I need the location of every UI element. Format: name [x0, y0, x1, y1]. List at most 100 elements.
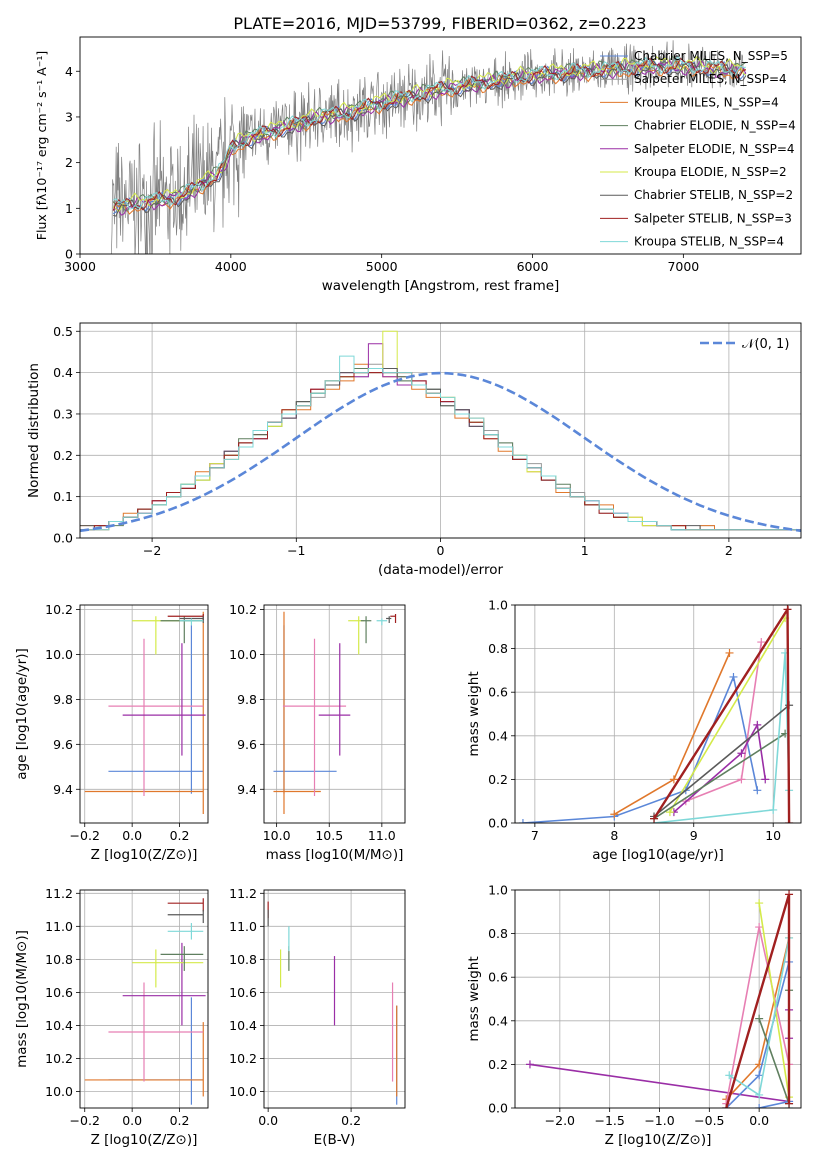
- plot-area: [84, 611, 206, 815]
- legend-label: Chabrier MILES, N_SSP=5: [634, 49, 788, 63]
- x-tick-label: 7: [531, 828, 539, 843]
- legend-label: Salpeter MILES, N_SSP=4: [634, 72, 787, 86]
- marker-salpeter_stelib: [785, 1099, 794, 1108]
- x-tick-label: −0.5: [694, 1113, 724, 1128]
- mass-weight-line-chabrier_stelib: [653, 704, 790, 818]
- y-tick-label: 10.0: [229, 647, 257, 662]
- marker-kroupa_elodie: [755, 899, 764, 908]
- x-tick-label: 0.0: [122, 1113, 142, 1128]
- x-tick-label: 0.0: [258, 1113, 278, 1128]
- y-tick-label: 1.0: [488, 883, 508, 898]
- y-tick-label: 10.0: [45, 647, 73, 662]
- x-tick-label: 0: [437, 543, 445, 558]
- model-line-chabrier_elodie: [112, 55, 747, 212]
- y-tick-label: 11.2: [45, 886, 73, 901]
- y-tick-label: 0.0: [53, 531, 73, 546]
- axes-frame: [263, 604, 406, 824]
- x-tick-label: 9: [690, 828, 698, 843]
- axes-frame: [79, 889, 209, 1109]
- axes-frame: [263, 889, 406, 1109]
- marker-salpeter_elodie: [761, 775, 770, 784]
- y-tick-label: 9.4: [53, 782, 73, 797]
- y-axis-label: mass weight: [466, 671, 482, 756]
- normal-curve: [80, 371, 801, 533]
- y-tick-label: 9.4: [237, 782, 257, 797]
- marker-extra_pink: [737, 775, 746, 784]
- x-tick-label: 8: [610, 828, 618, 843]
- mass-weight-line-kroupa_elodie: [669, 617, 786, 813]
- marker-salpeter_stelib: [650, 814, 659, 823]
- x-tick-label: −1: [287, 543, 305, 558]
- x-tick-label: 10.5: [315, 828, 343, 843]
- plot-area: [267, 901, 398, 1105]
- legend-label: Kroupa STELIB, N_SSP=4: [634, 235, 784, 249]
- marker-chabrier_miles: [755, 1104, 764, 1108]
- marker-salpeter_stelib: [785, 819, 794, 823]
- y-tick-label: 2: [65, 155, 73, 170]
- y-tick-label: 1: [65, 201, 73, 216]
- x-tick-label: 0.2: [170, 828, 190, 843]
- y-tick-label: 10.0: [229, 1084, 257, 1099]
- marker-kroupa_stelib: [769, 805, 778, 814]
- y-tick-label: 10.2: [229, 1051, 257, 1066]
- y-tick-label: 4: [65, 64, 73, 79]
- x-tick-label: 0.2: [170, 1113, 190, 1128]
- legend-label: Chabrier ELODIE, N_SSP=4: [634, 119, 796, 133]
- x-axis-label: Z [log10(Z/Z⊙)]: [91, 847, 198, 863]
- x-tick-label: −2: [143, 543, 161, 558]
- y-tick-label: 1.0: [488, 598, 508, 613]
- x-tick-label: 2: [725, 543, 733, 558]
- marker-kroupa_miles: [610, 810, 619, 819]
- plot-area: [525, 890, 794, 1108]
- x-axis-label: (data-model)/error: [378, 562, 504, 578]
- y-tick-label: 0.6: [488, 685, 508, 700]
- marker-extra_pink: [755, 923, 764, 932]
- mass-weight-line-kroupa_stelib: [653, 652, 790, 823]
- x-tick-label: −0.2: [70, 1113, 100, 1128]
- y-tick-label: 0.8: [488, 926, 508, 941]
- x-axis-label: E(B-V): [314, 1132, 356, 1148]
- x-tick-label: 0.0: [749, 1113, 769, 1128]
- y-tick-label: 11.2: [229, 886, 257, 901]
- marker-chabrier_miles: [729, 672, 738, 681]
- panel-age-vs-mass: 10.0 10.5 11.0 9.4 9.6 9.8 10.0 10.2 mass [log10…: [229, 602, 406, 863]
- panel-mass-vs-z: −0.2 0.0 0.2 10.0 10.2 10.4 10.6 10.8 11.0 11.2 Z …: [14, 886, 209, 1148]
- histogram-kroupa_stelib: [80, 355, 801, 531]
- marker-salpeter_elodie: [753, 720, 762, 729]
- marker-kroupa_elodie: [665, 808, 674, 817]
- mass-weight-line-chabrier_elodie: [653, 732, 786, 820]
- y-tick-label: 0.2: [488, 772, 508, 787]
- x-tick-label: 0.0: [122, 828, 142, 843]
- y-tick-label: 0.1: [53, 489, 73, 504]
- y-tick-label: 0.0: [488, 816, 508, 831]
- marker-chabrier_miles: [755, 1071, 764, 1080]
- legend-label: Kroupa MILES, N_SSP=4: [634, 95, 779, 109]
- axes-frame: [514, 604, 802, 824]
- panel-age-vs-z: −0.2 0.0 0.2 9.4 9.6 9.8 10.0 10.2 Z [log10(Z/Z⊙…: [14, 602, 209, 863]
- spectrum-data-line: [110, 40, 745, 254]
- y-tick-label: 10.8: [45, 952, 73, 967]
- y-tick-label: 0.4: [53, 365, 73, 380]
- mass-weight-line-chabrier_miles: [522, 674, 759, 823]
- y-tick-label: 10.4: [229, 1018, 257, 1033]
- x-tick-label: −2.0: [545, 1113, 575, 1128]
- axes-frame: [79, 36, 802, 255]
- x-tick-label: 0.2: [341, 1113, 361, 1128]
- model-line-kroupa_elodie: [112, 55, 747, 213]
- figure-title: PLATE=2016, MJD=53799, FIBERID=0362, z=0…: [233, 14, 646, 33]
- mass-weight-line-salpeter_elodie: [673, 722, 767, 813]
- x-tick-label: 7000: [667, 259, 699, 274]
- y-tick-label: 0.2: [488, 1057, 508, 1072]
- y-tick-label: 9.8: [53, 692, 73, 707]
- plot-area: [273, 611, 397, 815]
- y-tick-label: 10.8: [229, 952, 257, 967]
- y-tick-label: 0.4: [488, 1013, 508, 1028]
- y-tick-label: 0: [65, 247, 73, 262]
- x-tick-label: 11.0: [368, 828, 396, 843]
- panel-residuals: −2 −1 0 1 2 0.0 0.1 0.2 0.3 0.4 0.5 (data-model)/er…: [26, 322, 802, 578]
- model-line-chabrier_stelib: [113, 60, 747, 217]
- axes-frame: [79, 322, 802, 539]
- x-tick-label: 1: [581, 543, 589, 558]
- y-tick-label: 9.6: [53, 737, 73, 752]
- x-tick-label: 10.0: [263, 828, 291, 843]
